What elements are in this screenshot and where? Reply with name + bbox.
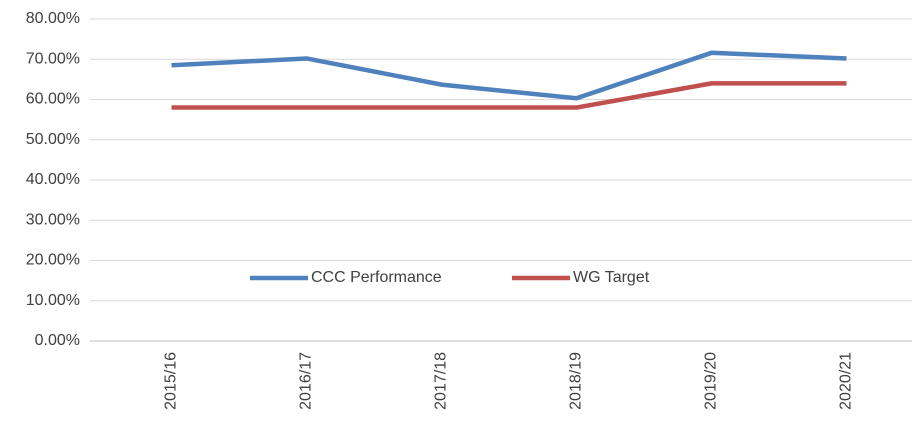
x-tick-label: 2015/16 [163,352,180,410]
legend-label: CCC Performance [311,269,442,286]
y-tick-label: 0.00% [35,332,80,349]
x-tick-label: 2020/21 [838,352,855,410]
series-line [171,50,847,101]
y-tick-label: 40.00% [26,171,80,188]
y-tick-label: 50.00% [26,131,80,148]
legend-label: WG Target [573,269,650,286]
x-tick-label: 2018/19 [568,352,585,410]
y-tick-label: 30.00% [26,211,80,228]
y-tick-label: 60.00% [26,91,80,108]
x-tick-label: 2016/17 [298,352,315,410]
y-tick-label: 70.00% [26,50,80,67]
y-tick-label: 10.00% [26,292,80,309]
y-tick-label: 80.00% [26,10,80,27]
series-line [171,81,847,110]
x-tick-label: 2019/20 [703,352,720,410]
x-tick-label: 2017/18 [433,352,450,410]
y-tick-label: 20.00% [26,252,80,269]
